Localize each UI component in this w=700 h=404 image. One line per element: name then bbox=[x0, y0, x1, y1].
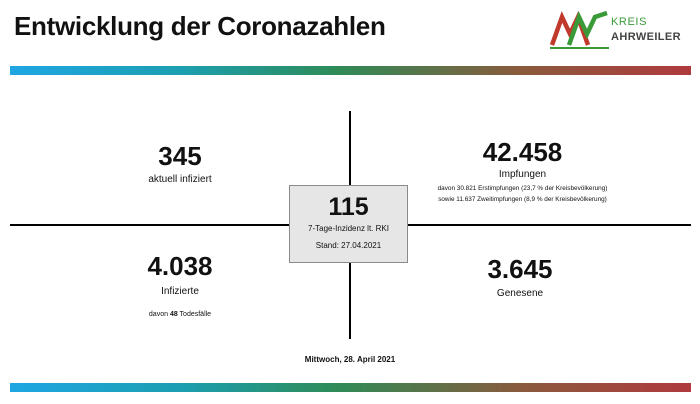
top-gradient-band bbox=[10, 66, 691, 75]
second-vaccinations-detail: sowie 11.637 Zweitimpfungen (8,9 % der K… bbox=[438, 196, 607, 203]
logo-text-kreis: KREIS bbox=[611, 16, 648, 28]
stat-currently-infected: 345 aktuell infiziert bbox=[110, 141, 250, 187]
deaths-count: 48 bbox=[169, 311, 178, 318]
deaths-suffix: Todesfälle bbox=[177, 311, 212, 318]
vaccinations-value: 42.458 bbox=[482, 137, 563, 167]
recovered-label: Genesene bbox=[496, 288, 544, 299]
total-infected-value: 4.038 bbox=[147, 251, 213, 281]
footer-date: Mittwoch, 28. April 2021 bbox=[304, 355, 396, 364]
deaths-prefix: davon bbox=[148, 311, 170, 318]
currently-infected-label: aktuell infiziert bbox=[148, 174, 212, 185]
bottom-gradient-band bbox=[10, 383, 691, 392]
kreis-ahrweiler-logo: KREIS AHRWEILER bbox=[549, 10, 691, 50]
stat-total-infected: 4.038 Infizierte davon 48 Todesfälle bbox=[110, 251, 250, 319]
recovered-value: 3.645 bbox=[487, 254, 553, 284]
incidence-label: 7-Tage-Inzidenz lt. RKI bbox=[308, 224, 389, 233]
vaccinations-label: Impfungen bbox=[498, 169, 547, 180]
currently-infected-value: 345 bbox=[158, 141, 202, 171]
incidence-date: Stand: 27.04.2021 bbox=[315, 241, 382, 250]
incidence-box: 115 7-Tage-Inzidenz lt. RKI Stand: 27.04… bbox=[289, 185, 408, 263]
page-title: Entwicklung der Coronazahlen bbox=[14, 11, 386, 41]
stat-recovered: 3.645 Genesene bbox=[450, 254, 590, 301]
incidence-value: 115 bbox=[328, 193, 369, 221]
first-vaccinations-detail: davon 30.821 Erstimpfungen (23,7 % der K… bbox=[437, 185, 608, 192]
total-infected-label: Infizierte bbox=[161, 286, 199, 297]
aw-logo-icon bbox=[549, 10, 609, 49]
deaths-note: davon 48 Todesfälle bbox=[110, 310, 250, 319]
stat-vaccinations: 42.458 Impfungen davon 30.821 Erstimpfun… bbox=[430, 137, 615, 204]
logo-text-ahrweiler: AHRWEILER bbox=[611, 31, 682, 43]
